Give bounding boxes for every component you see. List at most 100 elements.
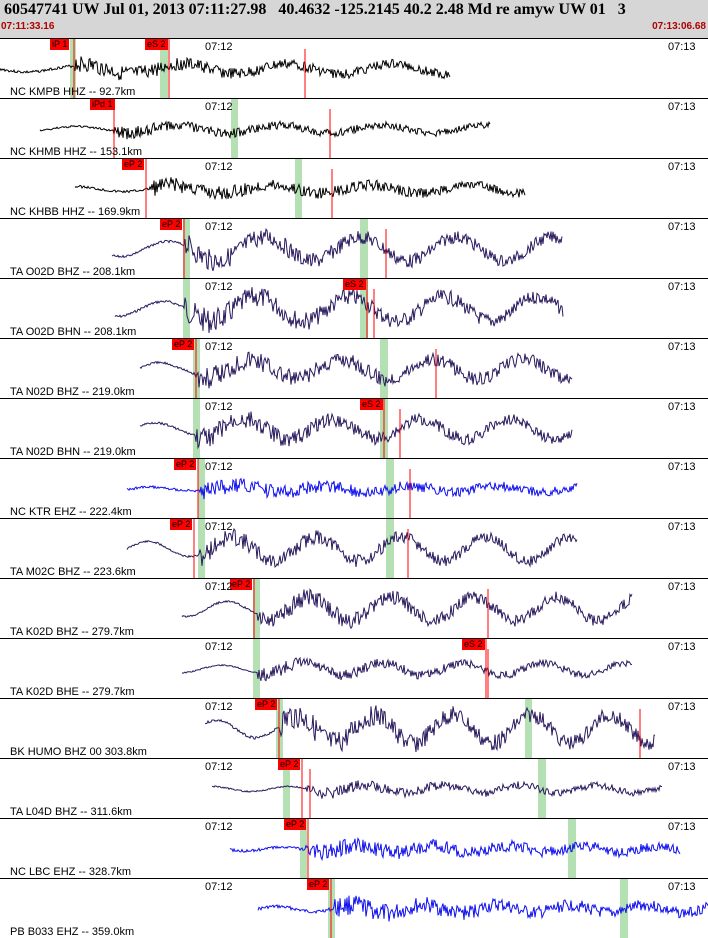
time-tick-label: 07:13 <box>668 341 696 353</box>
time-window-marker <box>360 219 368 278</box>
phase-pick-label[interactable]: eP 2 <box>172 339 195 350</box>
seismogram-trace <box>139 351 573 389</box>
time-tick-label: 07:13 <box>668 761 696 773</box>
phase-pick-label[interactable]: eS 2 <box>462 639 485 650</box>
seismogram-trace <box>39 120 491 140</box>
trace-panel[interactable]: eP 2 07:12 07:13 NC KHBB HHZ -- 169.9km <box>0 158 708 218</box>
waveform-plot <box>39 99 491 158</box>
waveform-plot <box>0 39 451 98</box>
time-window-marker <box>193 399 200 458</box>
time-tick-label: 07:13 <box>668 161 696 173</box>
time-window-marker <box>295 159 302 218</box>
phase-pick-label[interactable]: eS 2 <box>145 39 168 50</box>
channel-label: TA O02D BHN -- 208.1km <box>10 326 137 338</box>
trace-panel[interactable]: eP 2 07:12 07:13 BK HUMO BHZ 00 303.8km <box>0 698 708 758</box>
trace-panel[interactable]: eP 2 07:12 07:13 TA K02D BHZ -- 279.7km <box>0 578 708 638</box>
time-tick-label: 07:13 <box>668 221 696 233</box>
seismogram-trace <box>211 780 663 799</box>
seismogram-trace <box>111 228 563 272</box>
channel-label: NC KHBB HHZ -- 169.9km <box>10 206 141 218</box>
time-tick-label: 07:13 <box>668 281 696 293</box>
channel-label: TA K02D BHZ -- 279.7km <box>10 626 134 638</box>
channel-label: NC KHMB HHZ -- 153.1km <box>10 146 143 158</box>
time-tick-label: 07:12 <box>205 881 233 893</box>
phase-pick-label[interactable]: eP 2 <box>255 699 278 710</box>
seismogram-trace <box>181 656 633 682</box>
waveform-plot <box>139 339 573 398</box>
trace-panel[interactable]: eP 2 07:12 07:13 TA O02D BHZ -- 208.1km <box>0 218 708 278</box>
trace-panel[interactable]: iP 1 eS 2 07:12 07:13 NC KMPB HHZ -- 92.7km <box>0 38 708 98</box>
waveform-plot <box>204 699 656 758</box>
phase-pick-label[interactable]: eS 2 <box>360 399 383 410</box>
waveform-plot <box>211 759 663 818</box>
waveform-plot <box>257 879 708 938</box>
trace-panel[interactable]: eP 2 07:12 07:13 TA L04D BHZ -- 311.6km <box>0 758 708 818</box>
time-window-marker <box>253 579 260 638</box>
phase-pick-label[interactable]: iP 1 <box>50 39 70 50</box>
trace-panel[interactable]: eS 2 07:12 07:13 TA N02D BHN -- 219.0km <box>0 398 708 458</box>
seismogram-trace <box>229 837 681 862</box>
channel-label: PB B033 EHZ -- 359.0km <box>10 926 135 938</box>
time-tick-label: 07:12 <box>205 161 233 173</box>
time-tick-label: 07:13 <box>668 821 696 833</box>
trace-panel[interactable]: eP 2 07:12 07:13 PB B033 EHZ -- 359.0km <box>0 878 708 938</box>
end-time: 07:13:06.68 <box>652 21 706 32</box>
time-tick-label: 07:13 <box>668 701 696 713</box>
waveform-plot <box>114 279 564 338</box>
waveform-plot <box>229 819 681 878</box>
phase-pick-label[interactable]: eP 2 <box>170 519 193 530</box>
seismogram-trace <box>139 411 573 450</box>
event-title: 60547741 UW Jul 01, 2013 07:11:27.98 40.… <box>4 1 626 18</box>
seismogram-trace <box>74 177 526 201</box>
phase-pick-label[interactable]: eP 2 <box>230 579 253 590</box>
time-window-marker <box>198 519 205 578</box>
phase-pick-label[interactable]: eP 2 <box>284 819 307 830</box>
time-tick-label: 07:13 <box>668 881 696 893</box>
time-tick-label: 07:13 <box>668 461 696 473</box>
time-tick-label: 07:12 <box>205 221 233 233</box>
trace-panel[interactable]: eS 2 07:12 07:13 TA O02D BHN -- 208.1km <box>0 278 708 338</box>
time-window-marker <box>300 819 307 878</box>
seismogram-trace <box>126 527 578 568</box>
event-header: 60547741 UW Jul 01, 2013 07:11:27.98 40.… <box>0 0 708 38</box>
waveform-plot <box>181 639 633 698</box>
time-window-marker <box>386 459 394 518</box>
seismogram-trace <box>0 56 451 81</box>
phase-pick-label[interactable]: eP 2 <box>307 879 330 890</box>
waveform-plot <box>126 459 578 518</box>
time-tick-label: 07:12 <box>205 701 233 713</box>
time-tick-label: 07:12 <box>205 341 233 353</box>
phase-pick-label[interactable]: iPd 1 <box>90 99 115 110</box>
time-tick-label: 07:13 <box>668 41 696 53</box>
time-tick-label: 07:12 <box>205 281 233 293</box>
phase-pick-label[interactable]: eP 2 <box>122 159 145 170</box>
time-tick-label: 07:12 <box>205 521 233 533</box>
trace-panel[interactable]: eP 2 07:12 07:13 TA N02D BHZ -- 219.0km <box>0 338 708 398</box>
time-window-marker <box>538 759 546 818</box>
phase-pick-label[interactable]: eS 2 <box>343 279 366 290</box>
trace-panel[interactable]: eP 2 07:12 07:13 TA M02C BHZ -- 223.6km <box>0 518 708 578</box>
time-window-marker <box>231 99 238 158</box>
time-window-marker <box>380 339 388 398</box>
phase-pick-label[interactable]: eP 2 <box>160 219 183 230</box>
seismogram-trace <box>114 287 564 333</box>
time-tick-label: 07:12 <box>205 761 233 773</box>
time-window-marker <box>386 519 394 578</box>
trace-panel[interactable]: eP 2 07:12 07:13 NC LBC EHZ -- 328.7km <box>0 818 708 878</box>
channel-label: NC KMPB HHZ -- 92.7km <box>10 86 136 98</box>
trace-panel[interactable]: eS 2 07:12 07:13 TA K02D BHE -- 279.7km <box>0 638 708 698</box>
waveform-plot <box>139 399 573 458</box>
time-tick-label: 07:13 <box>668 641 696 653</box>
waveform-plot <box>181 579 633 638</box>
trace-panel[interactable]: iPd 1 07:12 07:13 NC KHMB HHZ -- 153.1km <box>0 98 708 158</box>
time-tick-label: 07:13 <box>668 581 696 593</box>
time-tick-label: 07:12 <box>205 641 233 653</box>
time-tick-label: 07:13 <box>668 521 696 533</box>
time-tick-label: 07:12 <box>205 401 233 413</box>
seismogram-trace <box>126 477 578 500</box>
phase-pick-label[interactable]: eP 2 <box>278 759 301 770</box>
time-tick-label: 07:12 <box>205 101 233 113</box>
trace-panel[interactable]: eP 2 07:12 07:13 NC KTR EHZ -- 222.4km <box>0 458 708 518</box>
phase-pick-label[interactable]: eP 2 <box>174 459 197 470</box>
time-tick-label: 07:12 <box>205 461 233 473</box>
